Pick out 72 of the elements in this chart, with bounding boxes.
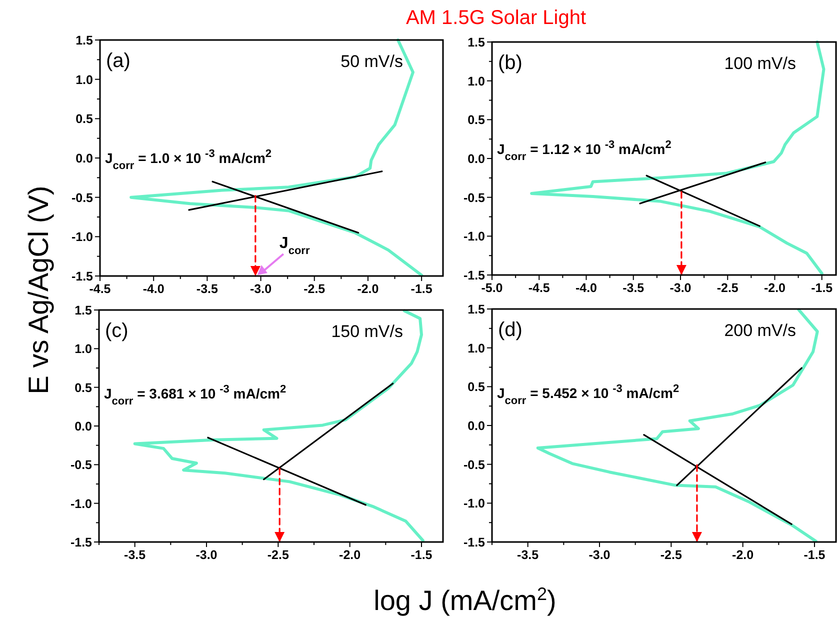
x-tick-label: -5.0 [481,281,503,295]
line-series [536,308,819,543]
x-tick-label: -1.5 [804,548,826,562]
x-tick-label: -3.5 [517,548,539,562]
x-tick-label: -4.5 [528,281,550,295]
x-tick-label: -2.5 [660,548,682,562]
line-series [133,309,424,542]
y-tick-label: 0.5 [468,113,486,128]
annotation: J$_{corr}$ = 1.12 × 10 $^{-3}$ mA/cm$^{2}$ [497,139,672,164]
y-tick-label: 1.0 [76,72,94,87]
x-tick-label: -4.5 [89,282,111,296]
y-tick-label: -1.0 [463,496,486,511]
annotation: 50 mV/s [340,52,403,71]
y-tick-label: 0.0 [468,419,486,433]
annotation: (d) [498,319,522,341]
x-tick-label: -1.5 [410,282,432,296]
x-tick-label: -1.5 [811,281,833,295]
y-tick-label: 1.5 [76,34,94,48]
y-tick-label: -1.0 [71,230,94,244]
annotation: (b) [498,52,522,74]
x-tick-label: -2.5 [716,281,738,295]
x-tick-label: -3.5 [196,282,218,296]
annotation: J$_{corr}$ = 5.452 × 10 $^{-3}$ mA/cm$^{2}$ [497,382,680,407]
y-tick-label: 1.0 [468,74,486,88]
y-tick-label: -1.5 [463,268,486,282]
annotation: J$_{corr}$ [279,235,310,257]
x-tick-label: -2.0 [339,548,361,562]
y-tick-label: -0.5 [463,458,486,472]
x-tick-label: -3.0 [670,281,692,295]
y-tick-label: 0.0 [76,152,94,166]
y-tick-label: 1.0 [74,342,92,356]
y-tick-label: -1.5 [71,270,94,284]
x-tick-label: -2.0 [764,281,786,295]
x-tick-label: -1.5 [410,548,432,562]
x-tick-label: -3.0 [250,282,272,296]
x-axis-title: log J (mA/cm$^{2}$) [374,584,556,616]
y-tick-label: 1.5 [74,304,92,318]
x-tick-label: -3.5 [124,548,146,562]
annotation: J$_{corr}$ = 3.681 × 10 $^{-3}$ mA/cm$^{2}$ [104,384,286,408]
y-tick-label: 0.5 [74,380,92,395]
y-tick-label: -0.5 [70,458,92,472]
annotation: (c) [105,320,128,342]
y-tick-label: -1.5 [463,536,486,550]
y-tick-label: 1.5 [468,302,486,316]
y-tick-label: -1.0 [463,230,486,244]
x-tick-label: -3.5 [622,281,644,295]
annotation: 150 mV/s [331,322,403,341]
y-tick-label: 0.0 [468,152,486,166]
y-tick-label: -0.5 [463,190,486,205]
text: AM 1.5G Solar Light [406,7,586,29]
x-tick-label: -2.0 [732,548,754,562]
annotation: 200 mV/s [724,321,796,340]
x-tick-label: -4.0 [575,281,598,295]
y-tick-label: -1.5 [70,536,92,550]
annotation: 100 mV/s [724,54,796,73]
y-axis-title: E vs Ag/AgCl (V) [23,186,54,394]
x-tick-label: -4.0 [142,282,164,296]
line-series [530,40,826,275]
y-tick-label: 0.5 [76,112,94,126]
annotation: (a) [106,50,130,72]
x-tick-label: -3.0 [588,548,610,562]
y-tick-label: 0.0 [74,420,92,434]
y-tick-label: -0.5 [71,190,94,205]
y-tick-label: 0.5 [468,380,486,394]
annotation: J$_{corr}$ = 1.0 × 10 $^{-3}$ mA/cm$^{2}$ [105,148,272,172]
x-tick-label: -2.5 [304,282,326,296]
y-tick-label: 1.5 [468,36,486,50]
y-tick-label: 1.0 [468,341,486,356]
y-tick-label: -1.0 [70,496,92,511]
x-tick-label: -2.5 [267,548,289,562]
x-tick-label: -3.0 [196,548,218,562]
x-tick-label: -2.0 [357,282,379,296]
